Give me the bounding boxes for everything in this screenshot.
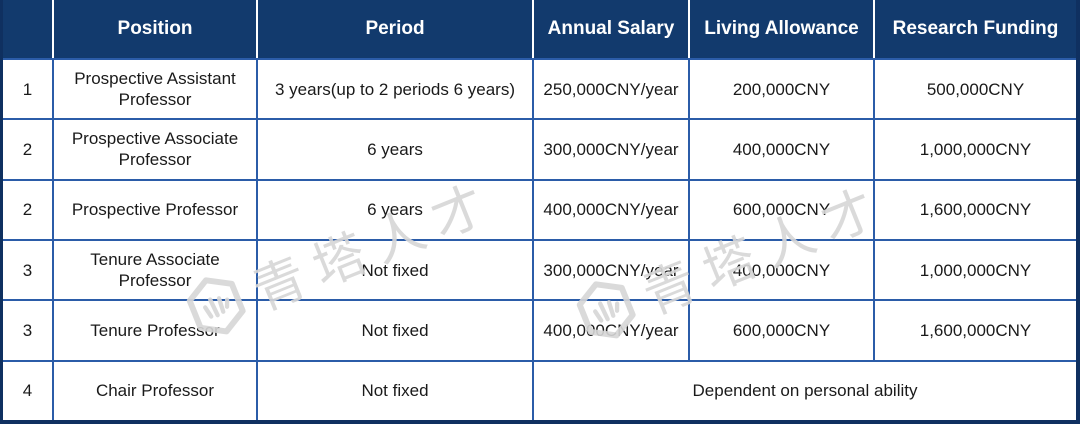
col-header-index [3, 0, 53, 60]
cell-salary: 250,000CNY/year [532, 57, 690, 121]
table-row: 3 Tenure Professor Not fixed 400,000CNY/… [3, 299, 1076, 362]
col-header-allowance: Living Allowance [688, 0, 874, 60]
cell-funding: 500,000CNY [873, 57, 1076, 121]
cell-position: Tenure Associate Professor [52, 238, 258, 302]
cell-period: Not fixed [256, 359, 534, 420]
table-row: 4 Chair Professor Not fixed Dependent on… [3, 359, 1076, 420]
cell-salary: 400,000CNY/year [532, 299, 690, 362]
col-header-position: Position [52, 0, 257, 60]
salary-table: Position Period Annual Salary Living All… [3, 0, 1076, 420]
cell-period: Not fixed [256, 299, 534, 362]
col-header-period: Period [256, 0, 533, 60]
cell-funding: 1,000,000CNY [873, 118, 1076, 181]
cell-no: 3 [3, 238, 54, 302]
cell-salary: 400,000CNY/year [532, 178, 690, 241]
cell-no: 1 [3, 57, 54, 121]
cell-allowance: 600,000CNY [688, 299, 875, 362]
table-row: 3 Tenure Associate Professor Not fixed 3… [3, 238, 1076, 302]
cell-allowance: 200,000CNY [688, 57, 875, 121]
cell-no: 2 [3, 178, 54, 241]
cell-funding: 1,600,000CNY [873, 178, 1076, 241]
cell-salary: 300,000CNY/year [532, 118, 690, 181]
cell-salary: 300,000CNY/year [532, 238, 690, 302]
table-row: 1 Prospective Assistant Professor 3 year… [3, 57, 1076, 121]
cell-period: 6 years [256, 118, 534, 181]
cell-funding: 1,600,000CNY [873, 299, 1076, 362]
cell-position: Chair Professor [52, 359, 258, 420]
col-header-funding: Research Funding [873, 0, 1076, 60]
table-row: 2 Prospective Associate Professor 6 year… [3, 118, 1076, 181]
cell-merged-benefits: Dependent on personal ability [532, 359, 1076, 420]
cell-period: 3 years(up to 2 periods 6 years) [256, 57, 534, 121]
cell-allowance: 600,000CNY [688, 178, 875, 241]
cell-allowance: 400,000CNY [688, 118, 875, 181]
cell-position: Tenure Professor [52, 299, 258, 362]
cell-position: Prospective Professor [52, 178, 258, 241]
cell-allowance: 400,000CNY [688, 238, 875, 302]
cell-no: 3 [3, 299, 54, 362]
cell-no: 2 [3, 118, 54, 181]
cell-funding: 1,000,000CNY [873, 238, 1076, 302]
col-header-salary: Annual Salary [532, 0, 689, 60]
cell-position: Prospective Assistant Professor [52, 57, 258, 121]
cell-no: 4 [3, 359, 54, 420]
cell-period: Not fixed [256, 238, 534, 302]
cell-position: Prospective Associate Professor [52, 118, 258, 181]
cell-period: 6 years [256, 178, 534, 241]
table-row: 2 Prospective Professor 6 years 400,000C… [3, 178, 1076, 241]
table-header-row: Position Period Annual Salary Living All… [3, 0, 1076, 60]
